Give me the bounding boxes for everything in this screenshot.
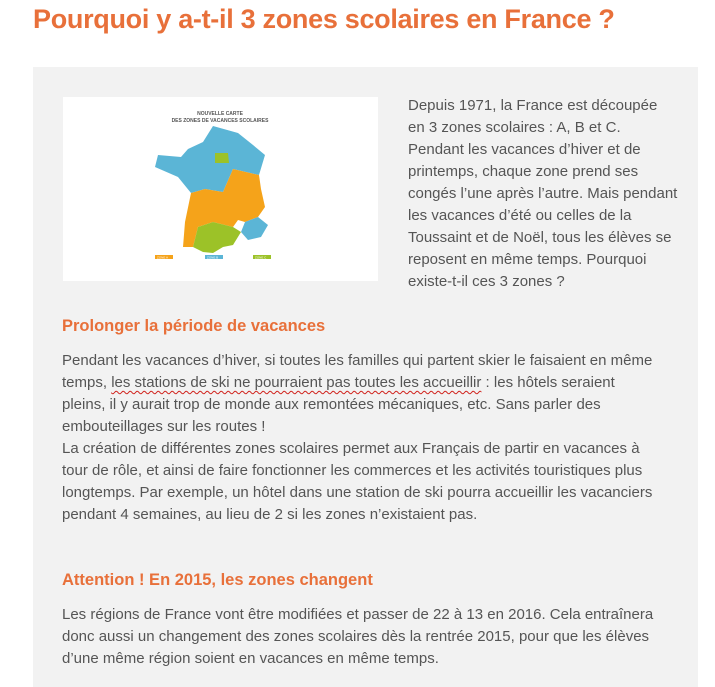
zone-a — [183, 169, 265, 247]
zone-c-south — [193, 222, 241, 253]
intro-paragraph: Depuis 1971, la France est découpée en 3… — [408, 97, 678, 290]
zone-c-paris — [215, 153, 229, 163]
svg-text:ZONE C: ZONE C — [255, 256, 267, 260]
section1-paragraph: Pendant les vacances d’hiver, si toutes … — [62, 352, 653, 523]
svg-text:ZONE A: ZONE A — [157, 256, 168, 260]
map-title-2: DES ZONES DE VACANCES SCOLAIRES — [172, 118, 270, 124]
section2-paragraph: Les régions de France vont être modifiée… — [62, 606, 654, 667]
section-heading-2015: Attention ! En 2015, les zones changent — [62, 571, 373, 589]
svg-text:ZONE B: ZONE B — [207, 256, 218, 260]
map-title-1: NOUVELLE CARTE — [197, 111, 244, 117]
zones-map-image: NOUVELLE CARTE DES ZONES DE VACANCES SCO… — [63, 97, 378, 281]
article-box: NOUVELLE CARTE DES ZONES DE VACANCES SCO… — [33, 67, 698, 687]
page-title: Pourquoi y a-t-il 3 zones scolaires en F… — [33, 4, 615, 34]
highlighted-text: les stations de ski ne pourraient pas to… — [111, 374, 482, 391]
zone-b-north — [155, 126, 265, 193]
zone-b-south — [241, 217, 268, 240]
section-heading-vacances: Prolonger la période de vacances — [62, 317, 326, 335]
